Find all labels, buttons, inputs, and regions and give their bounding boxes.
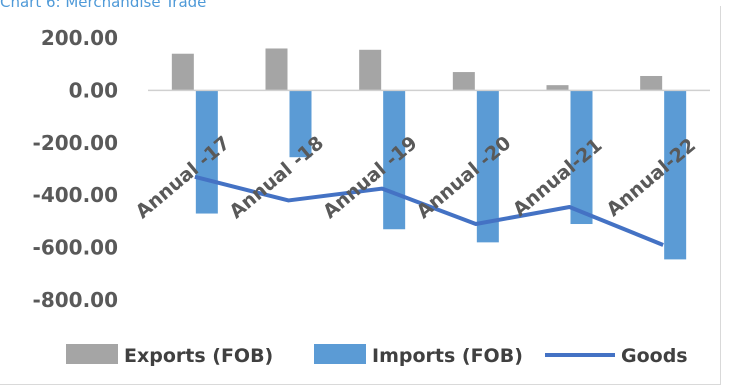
bar-imports-1 bbox=[289, 90, 312, 158]
y-tick-label: -800.00 bbox=[33, 288, 118, 312]
bar-imports-5 bbox=[664, 90, 687, 260]
legend-label-1: Imports (FOB) bbox=[372, 345, 523, 367]
y-tick-label: -600.00 bbox=[33, 236, 118, 260]
y-tick-label: 200.00 bbox=[41, 26, 118, 50]
legend: Exports (FOB) Imports (FOB) Goods bbox=[66, 344, 688, 367]
bar-exports-3 bbox=[452, 72, 475, 91]
x-tick-label: Annual -18 bbox=[225, 132, 328, 223]
legend-label-2: Goods bbox=[621, 345, 688, 367]
bar-exports-0 bbox=[171, 53, 194, 91]
legend-swatch-0 bbox=[66, 344, 118, 364]
chart-frame bbox=[0, 6, 721, 385]
legend-label-0: Exports (FOB) bbox=[124, 345, 273, 367]
x-tick-label: Annual -19 bbox=[319, 132, 422, 223]
bar-exports-4 bbox=[546, 85, 569, 91]
bar-imports-4 bbox=[570, 90, 593, 225]
y-tick-label: 0.00 bbox=[69, 78, 118, 102]
bar-imports-3 bbox=[476, 90, 499, 243]
bars-layer bbox=[171, 48, 687, 260]
y-tick-label: -400.00 bbox=[33, 183, 118, 207]
x-tick-label: Annual -17 bbox=[132, 132, 235, 223]
y-tick-label: -200.00 bbox=[33, 131, 118, 155]
legend-swatch-1 bbox=[314, 344, 366, 364]
line-layer bbox=[194, 174, 664, 247]
x-tick-label: Annual -20 bbox=[413, 132, 516, 223]
bar-exports-1 bbox=[265, 48, 288, 91]
bar-exports-2 bbox=[359, 49, 382, 91]
y-axis-ticks: 200.00 0.00 -200.00 -400.00 -600.00 -800.00 bbox=[33, 26, 118, 312]
chart-caption: Chart 6: Merchandise Trade bbox=[0, 0, 207, 11]
goods-line bbox=[194, 174, 664, 247]
bar-exports-5 bbox=[640, 75, 663, 91]
